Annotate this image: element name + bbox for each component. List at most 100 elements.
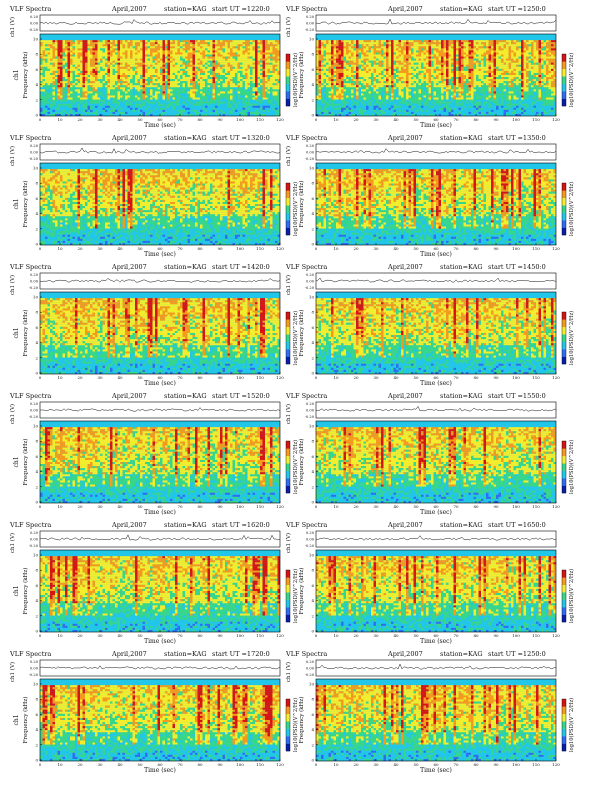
- spectrogram-cell: [278, 91, 281, 93]
- spectrogram-cell: [376, 57, 379, 59]
- spectrogram-cell: [163, 50, 166, 52]
- spectrogram-cell: [113, 59, 116, 61]
- spectrogram-cell: [228, 81, 231, 83]
- spectrogram-cell: [98, 79, 101, 81]
- spectrogram-cell: [245, 100, 248, 102]
- spectrogram-cell: [170, 34, 173, 36]
- spectrogram-cell: [414, 44, 417, 46]
- spectrogram-cell: [128, 71, 131, 73]
- spectrogram-cell: [205, 91, 208, 93]
- spectrogram-cell: [431, 48, 434, 50]
- spectrogram-cell: [213, 67, 216, 69]
- spectrogram-cell: [263, 96, 266, 98]
- spectrogram-cell: [255, 59, 258, 61]
- spectrogram-cell: [464, 40, 467, 42]
- spectrogram-cell: [100, 75, 103, 77]
- spectrogram-cell: [190, 50, 193, 52]
- spectrogram-cell: [145, 98, 148, 100]
- spectrogram-cell: [50, 108, 53, 110]
- spectrogram-cell: [210, 87, 213, 89]
- spectrogram-cell: [243, 108, 246, 110]
- spectrogram-cell: [190, 63, 193, 65]
- spectrogram-cell: [506, 46, 509, 48]
- spectrogram-cell: [103, 83, 106, 85]
- spectrogram-cell: [381, 40, 384, 42]
- spectrogram-cell: [263, 52, 266, 54]
- spectrogram-cell: [359, 57, 362, 59]
- spectrogram-cell: [501, 55, 504, 57]
- spectrogram-cell: [98, 52, 101, 54]
- spectrogram-cell: [73, 98, 76, 100]
- spectrogram-cell: [105, 63, 108, 65]
- spectrogram-cell: [105, 44, 108, 46]
- spectrogram-cell: [471, 40, 474, 42]
- spectrogram-cell: [145, 40, 148, 42]
- spectrogram-cell: [519, 40, 522, 42]
- spectrogram-cell: [245, 89, 248, 91]
- spectrogram-cell: [58, 38, 61, 40]
- spectrogram-cell: [346, 50, 349, 52]
- spectrogram-cell: [334, 57, 337, 59]
- spectrogram-cell: [58, 112, 61, 114]
- spectrogram-cell: [265, 89, 268, 91]
- spectrogram-cell: [95, 73, 98, 75]
- spectrogram-cell: [140, 81, 143, 83]
- spectrogram-cell: [145, 69, 148, 71]
- spectrogram-cell: [115, 98, 118, 100]
- spectrogram-cell: [446, 46, 449, 48]
- spectrogram-cell: [85, 81, 88, 83]
- spectrogram-cell: [133, 71, 136, 73]
- spectrogram-cell: [50, 59, 53, 61]
- spectrogram-cell: [526, 42, 529, 44]
- spectrogram-cell: [180, 46, 183, 48]
- spectrogram-cell: [454, 55, 457, 57]
- spectrogram-cell: [198, 36, 201, 38]
- spectrogram-cell: [165, 77, 168, 79]
- spectrogram-cell: [376, 55, 379, 57]
- spectrogram-cell: [65, 75, 68, 77]
- spectrogram-cell: [103, 48, 106, 50]
- spectrogram-cell: [50, 46, 53, 48]
- spectrogram-cell: [263, 40, 266, 42]
- spectrogram-cell: [273, 59, 276, 61]
- spectrogram-cell: [115, 83, 118, 85]
- spectrogram-cell: [50, 67, 53, 69]
- spectrogram-cell: [506, 38, 509, 40]
- spectrogram-cell: [529, 40, 532, 42]
- spectrogram-cell: [268, 100, 271, 102]
- spectrogram-cell: [40, 93, 43, 95]
- spectrogram-cell: [275, 87, 278, 89]
- spectrogram-cell: [135, 96, 138, 98]
- spectrogram-cell: [205, 85, 208, 87]
- spectrogram-cell: [193, 67, 196, 69]
- spectrogram-cell: [110, 57, 113, 59]
- spectrogram-cell: [163, 77, 166, 79]
- spectrogram-cell: [80, 50, 83, 52]
- spectrogram-cell: [258, 67, 261, 69]
- spectrogram-cell: [331, 46, 334, 48]
- spectrogram-cell: [205, 40, 208, 42]
- spectrogram-cell: [336, 44, 339, 46]
- spectrogram-cell: [401, 42, 404, 44]
- spectrogram-cell: [135, 34, 138, 36]
- spectrogram-cell: [98, 40, 101, 42]
- spectrogram-cell: [158, 46, 161, 48]
- spectrogram-cell: [155, 52, 158, 54]
- spectrogram-cell: [118, 63, 121, 65]
- spectrogram-cell: [404, 36, 407, 38]
- spectrogram-cell: [250, 112, 253, 114]
- spectrogram-cell: [168, 91, 171, 93]
- spectrogram-cell: [341, 52, 344, 54]
- spectrogram-cell: [188, 55, 191, 57]
- spectrogram-cell: [245, 67, 248, 69]
- spectrogram-cell: [210, 48, 213, 50]
- spectrogram-cell: [53, 48, 56, 50]
- spectrogram-cell: [215, 48, 218, 50]
- spectrogram-cell: [359, 40, 362, 42]
- spectrogram-cell: [521, 46, 524, 48]
- spectrogram-cell: [223, 46, 226, 48]
- spectrogram-cell: [421, 46, 424, 48]
- spectrogram-cell: [331, 57, 334, 59]
- spectrogram-cell: [143, 81, 146, 83]
- spectrogram-cell: [240, 102, 243, 104]
